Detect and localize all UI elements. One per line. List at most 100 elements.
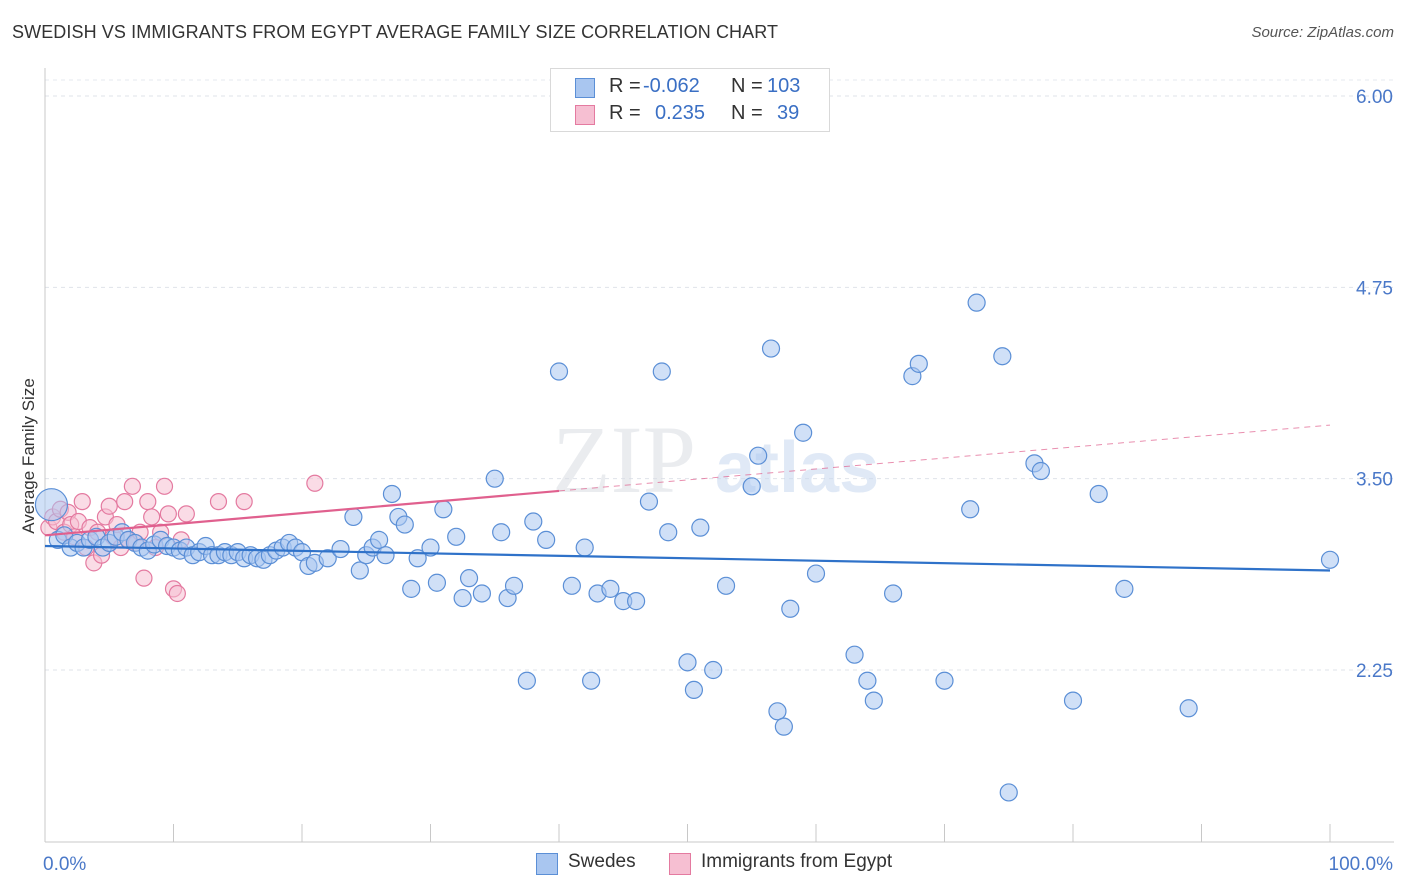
swedes-legend-label: Swedes [568,851,636,872]
swedes-point [659,523,678,542]
swedes-point [993,347,1012,366]
legend-n-value-swedes: 103 [767,75,801,97]
chart-title: SWEDISH VS IMMIGRANTS FROM EGYPT AVERAGE… [12,22,779,42]
swedes-point [517,671,536,690]
egypt-point [123,477,141,495]
swedes-point [504,576,524,595]
y-tick-label: 2.25 [1356,661,1393,682]
swedes-point [402,579,421,598]
y-tick-label: 4.75 [1356,278,1393,299]
swedes-point [370,530,389,549]
y-tick-label: 3.50 [1356,470,1393,491]
legend-r-label: R = [609,75,641,97]
swedes-point [961,500,980,519]
watermark: ZIP atlas [552,406,879,513]
swedes-point [858,671,877,690]
swedes-point [318,549,337,568]
swedes-point [1320,550,1340,569]
axes [44,68,1394,843]
watermark-zip: ZIP [552,406,696,513]
swedes-point [601,579,620,598]
swedes-point [684,680,704,699]
egypt-legend-label: Immigrants from Egypt [701,851,893,872]
swedes-point [395,515,414,534]
swedes-point [382,484,402,504]
swedes-point [845,645,864,664]
y-tick-label: 6.00 [1356,87,1393,108]
swedes-point [781,599,800,618]
correlation-legend: R = -0.062 N = 103 R = 0.235 N = 39 [550,68,830,132]
swedes-point [999,783,1018,802]
source-label: Source: ZipAtlas.com [1251,24,1394,41]
egypt-point [306,474,324,492]
swedes-point [1063,691,1083,710]
swedes-point [421,538,440,557]
egypt-point [168,584,186,603]
egypt-point [209,493,228,511]
swedes-point [864,691,883,710]
swedes-point [350,561,369,580]
swedes-point [794,423,813,442]
swedes-point [652,362,671,381]
egypt-point [235,493,253,511]
swedes-point [344,507,363,527]
egypt-point [73,493,91,511]
swedes-point [582,671,601,690]
swedes-point [537,530,556,549]
x-tick-label-end: 100.0% [1329,854,1394,875]
egypt-point [159,505,177,523]
swedes-point [549,362,569,381]
swedes-point [1031,461,1050,481]
egypt-point [139,493,157,511]
swedes-point [806,564,826,583]
trend-lines [44,424,1331,572]
swedes-trend-line [44,544,1331,572]
swedes-point [768,702,787,721]
legend-r-value-egypt: 0.235 [655,102,706,124]
y-axis-title: Average Family Size [19,378,38,534]
swedes-point [434,500,453,519]
swedes-point [562,576,581,595]
egypt-swatch [575,105,595,125]
swedes-point [761,339,781,358]
swedes-swatch [575,78,595,98]
swedes-legend-swatch [536,853,558,875]
swedes-point [485,469,504,488]
swedes-point [1115,579,1134,598]
swedes-point [883,584,903,603]
swedes-point [453,588,472,608]
swedes-point [524,512,543,531]
swedes-point [774,717,793,736]
swedes-point [935,671,954,690]
swedes-point [626,592,646,611]
legend-r-label: R = [609,102,641,124]
legend-n-label: N = [731,75,763,97]
swedes-point [575,538,594,557]
swedes-point [427,573,447,592]
egypt-point [155,477,174,495]
swedes-point [967,293,986,312]
swedes-point [1089,484,1108,504]
swedes-point [704,660,723,680]
swedes-point [909,354,928,373]
egypt-trend-line-extension [558,424,1331,492]
swedes-points [34,293,1340,802]
swedes-point [34,488,69,522]
legend-n-label: N = [731,102,763,124]
egypt-point [116,493,134,511]
x-tick-labels: 0.0% 100.0% [43,854,1393,875]
egypt-legend-swatch [669,853,691,875]
swedes-point [716,576,736,595]
swedes-point [691,518,710,537]
swedes-point [492,523,511,542]
egypt-trend-line [44,489,560,537]
egypt-point [143,508,161,526]
x-tick-label-start: 0.0% [43,854,86,875]
swedes-point [331,539,350,559]
swedes-point [639,492,659,511]
swedes-point [376,546,395,565]
swedes-point [678,653,697,672]
egypt-point [135,569,153,587]
swedes-point [447,527,466,546]
